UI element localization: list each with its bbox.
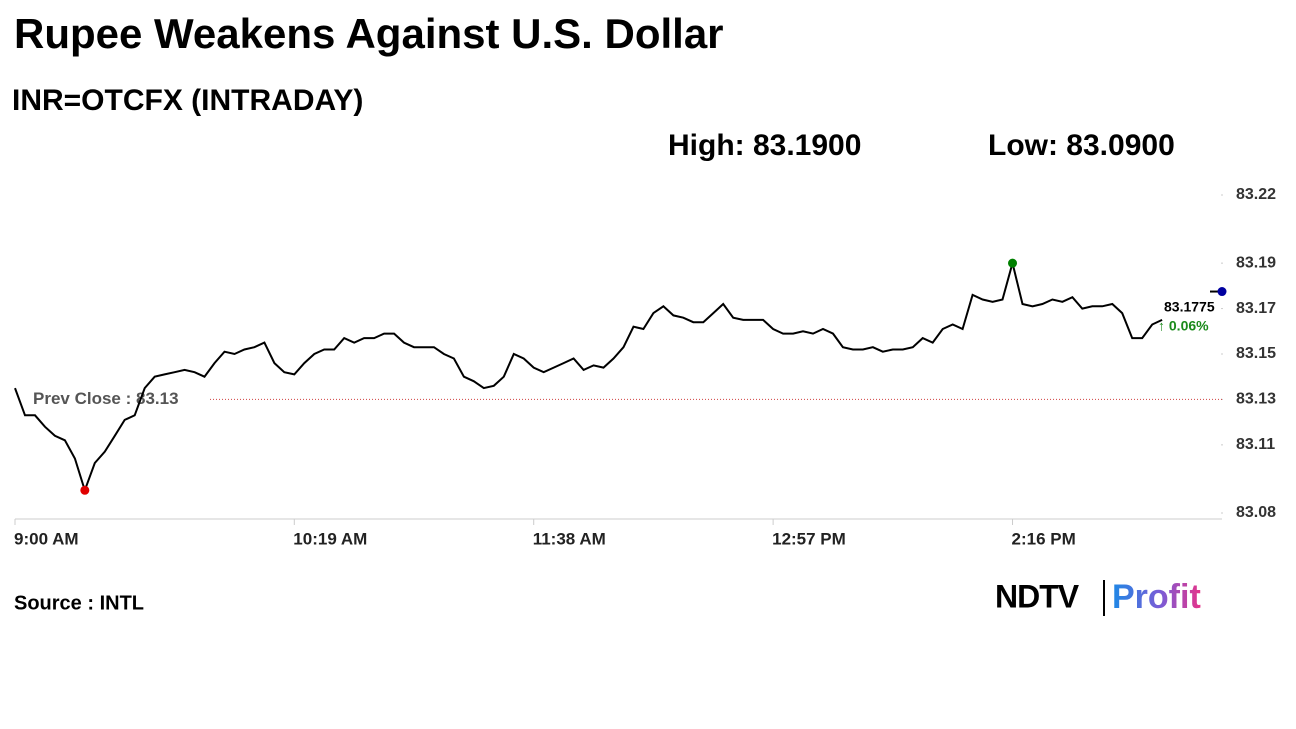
x-tick-label: 12:57 PM [772, 529, 846, 548]
logo-profit: Profit [1112, 578, 1201, 616]
logo-ndtv: NDTV [995, 578, 1080, 614]
x-tick-label: 11:38 AM [533, 529, 606, 548]
chart-subtitle: INR=OTCFX (INTRADAY) [12, 84, 363, 117]
change-label: ↑ 0.06% [1158, 318, 1209, 334]
y-tick-label: 83.11 [1236, 436, 1275, 453]
low-stat: Low: 83.0900 [988, 129, 1175, 162]
y-tick-label: 83.22 [1236, 186, 1276, 203]
y-tick-label: 83.19 [1236, 254, 1276, 271]
chart-title: Rupee Weakens Against U.S. Dollar [14, 10, 724, 57]
high-stat: High: 83.1900 [668, 129, 861, 162]
source: Source : INTL [14, 592, 144, 614]
high-marker [1008, 258, 1018, 268]
x-tick-label: 10:19 AM [293, 529, 367, 548]
y-tick-label: 83.13 [1236, 391, 1276, 408]
price-line [14, 259, 1163, 494]
x-tick-label: 9:00 AM [14, 529, 79, 548]
y-tick-label: 83.15 [1236, 345, 1276, 362]
y-tick-label: 83.08 [1236, 504, 1276, 521]
x-tick-label: 2:16 PM [1012, 529, 1076, 548]
last-marker [1217, 287, 1227, 297]
y-tick-label: 83.17 [1236, 300, 1276, 317]
low-marker [80, 485, 90, 495]
last-value-label: 83.1775 [1164, 299, 1215, 315]
prev-close-label: Prev Close : 83.13 [33, 389, 179, 408]
